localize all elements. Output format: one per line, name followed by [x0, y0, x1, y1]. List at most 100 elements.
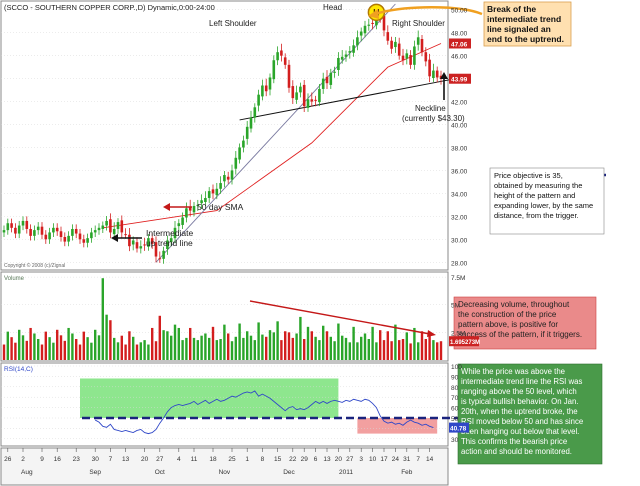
- break-arrowhead: [368, 9, 379, 19]
- volume-bar: [78, 344, 82, 360]
- candle-body: [14, 227, 17, 234]
- candle-body: [55, 227, 59, 232]
- candle-body: [63, 237, 67, 242]
- objective-line-1: Price objective is 35,: [494, 171, 563, 180]
- candle-body: [333, 71, 336, 73]
- volume-bar: [265, 336, 268, 360]
- volume-bar: [71, 333, 74, 360]
- time-axis-day-label: 24: [392, 456, 400, 463]
- volume-bar: [287, 332, 291, 360]
- time-axis-month-label: Nov: [219, 469, 231, 476]
- candle-body: [424, 52, 428, 62]
- volume-bar: [181, 340, 184, 360]
- rsi-note-line-4: is typical bullish behavior. On Jan.: [461, 397, 578, 406]
- candle-body: [238, 147, 241, 160]
- volume-bar: [147, 344, 150, 360]
- volume-bar: [299, 316, 302, 360]
- candle-body: [272, 60, 276, 80]
- candle-body: [135, 242, 139, 249]
- volume-tick-label: 7.5M: [451, 275, 465, 282]
- volume-bar: [215, 340, 218, 360]
- volume-bar: [208, 337, 211, 360]
- volume-bar: [75, 339, 78, 360]
- volume-bar: [219, 339, 222, 360]
- rsi-note-text: While the price was above the intermedia…: [461, 367, 585, 456]
- volume-bar: [135, 344, 139, 360]
- price-value-badge-label: 43.99: [451, 77, 468, 84]
- candle-body: [329, 72, 333, 85]
- price-tick-label: 46.00: [451, 54, 468, 61]
- volume-bar: [109, 320, 112, 360]
- volume-bar: [158, 315, 161, 360]
- rsi-note-line-6: RSI moved below 50 and has since: [461, 417, 583, 426]
- volume-bar: [295, 333, 298, 360]
- price-tick-label: 30.00: [451, 237, 468, 244]
- volume-bar: [192, 337, 196, 360]
- volume-bar: [329, 336, 332, 360]
- volume-bar: [105, 314, 108, 360]
- volume-bar: [18, 329, 21, 360]
- candle-body: [185, 208, 188, 218]
- head-label: Head: [323, 3, 342, 12]
- volume-bar: [120, 335, 123, 360]
- objective-note-box: [489, 167, 605, 235]
- time-axis-day-label: 29: [301, 456, 309, 463]
- volume-bar: [409, 343, 412, 360]
- candle-body: [93, 230, 97, 233]
- time-axis-day-label: 13: [122, 456, 130, 463]
- rsi-panel: RSI(14,C) While the price was above the …: [0, 362, 603, 465]
- volume-bar: [257, 322, 260, 360]
- volume-bar: [428, 334, 431, 360]
- time-axis-day-label: 6: [314, 456, 318, 463]
- sma50-line: [102, 43, 442, 229]
- candle-body: [6, 223, 10, 231]
- volume-bar: [166, 331, 169, 360]
- volume-note-line-4: success of the pattern, if it triggers.: [458, 330, 582, 339]
- candle-body: [390, 40, 393, 49]
- candle-body: [219, 183, 222, 189]
- candle-body: [116, 222, 120, 229]
- time-axis-day-label: 27: [156, 456, 164, 463]
- time-axis-day-label: 7: [416, 456, 420, 463]
- candle-body: [158, 258, 162, 260]
- volume-bar: [371, 326, 374, 360]
- volume-bar: [14, 342, 17, 360]
- volume-bar: [401, 339, 405, 360]
- candle-body: [261, 85, 264, 97]
- volume-bar: [52, 342, 55, 360]
- copyright-note: Copyright © 2008 (c)/Zignal: [4, 262, 65, 269]
- candle-body: [131, 240, 135, 245]
- candle-body: [177, 223, 181, 227]
- time-axis-day-label: 27: [346, 456, 354, 463]
- time-axis-day-label: 20: [335, 456, 343, 463]
- rsi-tick-label: 90: [451, 374, 459, 381]
- candle-body: [112, 228, 116, 235]
- time-axis-day-label: 3: [359, 456, 363, 463]
- volume-bar: [113, 337, 116, 360]
- volume-trend-arrowhead: [427, 330, 436, 337]
- rsi-above-50-zone: [80, 378, 339, 418]
- rsi-note-line-3: ranging above the 50 level, which: [461, 387, 577, 396]
- volume-bar: [173, 324, 177, 360]
- candle-body: [405, 53, 409, 59]
- candle-body: [318, 88, 321, 103]
- volume-bar: [151, 327, 154, 360]
- volume-bar: [348, 342, 351, 360]
- volume-bar: [90, 342, 93, 360]
- objective-line-2: obtained by measuring the: [494, 181, 582, 190]
- time-axis-month-label: Oct: [155, 469, 165, 476]
- objective-line-5: distance, from the trigger.: [494, 211, 579, 220]
- volume-bar: [363, 333, 367, 360]
- candle-body: [420, 39, 424, 53]
- volume-bar: [341, 335, 344, 360]
- right-shoulder-label: Right Shoulder: [392, 19, 445, 28]
- break-callout-text: Break of the intermediate trend line sig…: [487, 4, 564, 44]
- candle-body: [416, 37, 420, 45]
- candle-body: [59, 231, 63, 238]
- trend-arrowhead: [111, 234, 118, 242]
- right-value-axis: 28.00 30.00 32.00 34.00 36.00 38.00 40.00 42.00…: [449, 8, 480, 444]
- volume-bar: [56, 329, 59, 360]
- candle-body: [166, 240, 169, 250]
- price-tick-label: 28.00: [451, 260, 468, 267]
- objective-note-text: Price objective is 35, obtained by measu…: [494, 171, 595, 220]
